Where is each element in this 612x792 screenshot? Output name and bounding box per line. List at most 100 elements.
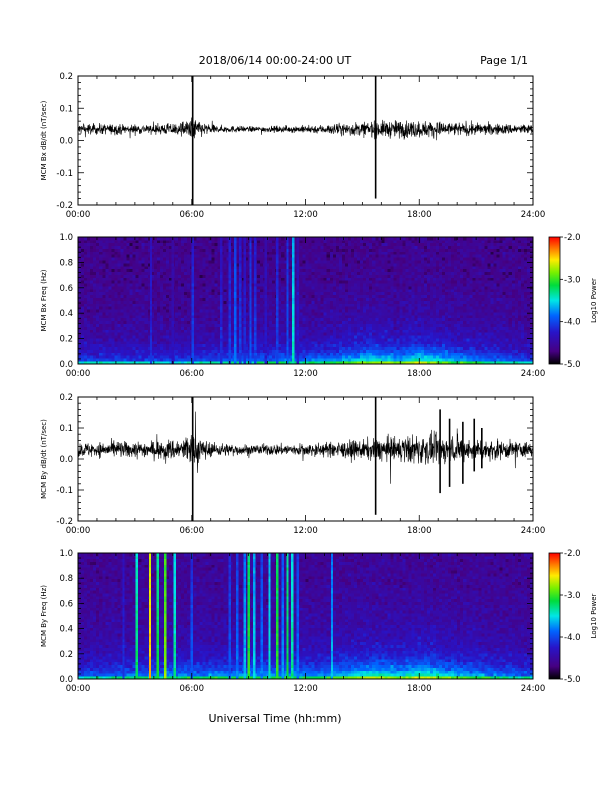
- spectrogram-cell: [229, 237, 234, 241]
- spectrogram-cell: [193, 271, 197, 275]
- spectrogram-cell: [250, 274, 255, 278]
- spectrogram-cell: [162, 303, 167, 307]
- spectrogram-cell: [81, 248, 85, 252]
- spectrogram-cell: [90, 335, 94, 339]
- spectrogram-cell: [269, 251, 273, 255]
- spectrogram-cell: [287, 265, 291, 270]
- spectrogram-cell: [344, 300, 349, 304]
- spectrogram-cell: [396, 326, 400, 330]
- spectrogram-cell: [344, 274, 349, 278]
- spectrogram-cell: [281, 349, 285, 353]
- spectrogram-cell: [378, 271, 382, 275]
- spectrogram-cell: [332, 343, 337, 348]
- spectrogram-cell: [181, 291, 185, 296]
- spectrogram-cell: [402, 343, 406, 348]
- spectrogram-cell: [178, 300, 182, 304]
- spectrogram-cell: [335, 260, 340, 264]
- spectrogram-cell: [211, 355, 215, 359]
- spectrogram-cell: [114, 312, 118, 316]
- spectrogram-cell: [214, 358, 218, 362]
- spectrogram-cell: [266, 309, 270, 313]
- spectrogram-cell: [347, 355, 352, 359]
- spectrogram-cell: [226, 332, 231, 336]
- spectrogram-cell: [153, 277, 158, 281]
- spectrogram-cell: [99, 352, 103, 356]
- spectrogram-cell: [87, 262, 91, 267]
- spectrogram-cell: [256, 332, 261, 336]
- spectrogram-cell: [165, 288, 170, 293]
- spectrogram-cell: [205, 358, 209, 362]
- spectrogram-cell: [235, 291, 240, 296]
- spectrogram-cell: [156, 343, 161, 348]
- spectrogram-cell: [369, 254, 373, 258]
- spectrogram-cell: [299, 262, 303, 267]
- spectrogram-cell: [381, 291, 385, 296]
- spectrogram-cell: [390, 326, 394, 330]
- spectrogram-cell: [302, 309, 306, 313]
- spectrogram-cell: [323, 294, 328, 299]
- spectrogram-cell: [399, 254, 403, 258]
- spectrogram-cell: [323, 248, 328, 252]
- spectrogram-cell: [314, 248, 319, 252]
- spectrogram-cell: [199, 245, 203, 249]
- spectrogram-cell: [302, 294, 306, 299]
- spectrogram-cell: [141, 291, 146, 296]
- spectrogram-cell: [165, 358, 170, 362]
- spectrogram-cell: [287, 352, 291, 356]
- spectrogram-cell: [165, 239, 170, 244]
- spectrogram-cell: [165, 314, 170, 319]
- spectrogram-cell: [317, 332, 322, 336]
- spectrogram-cell: [390, 274, 394, 278]
- spectrogram-cell: [344, 286, 349, 290]
- spectrogram-cell: [181, 288, 185, 293]
- spectrogram-cell: [129, 283, 133, 287]
- spectrogram-cell: [354, 314, 358, 319]
- spectrogram-cell: [96, 268, 100, 273]
- spectrogram-cell: [159, 262, 164, 267]
- spectrogram-cell: [99, 277, 103, 281]
- spectrogram-cell: [323, 257, 328, 261]
- spectrogram-cell: [284, 237, 288, 241]
- spectrogram-cell: [366, 288, 370, 293]
- spectrogram-cell: [278, 288, 282, 293]
- spectrogram-cell: [138, 326, 143, 330]
- spectrogram-cell: [299, 352, 303, 356]
- spectrogram-cell: [366, 358, 370, 362]
- spectrogram-cell: [96, 352, 100, 356]
- spectrogram-cell: [293, 332, 297, 336]
- spectrogram-cell: [256, 306, 261, 310]
- spectrogram-cell: [208, 245, 212, 249]
- spectrogram-cell: [87, 329, 91, 333]
- spectrogram-cell: [235, 303, 240, 307]
- spectrogram-cell: [199, 335, 203, 339]
- spectrogram-cell: [193, 280, 197, 284]
- spectrogram-cell: [269, 358, 273, 362]
- spectrogram-cell: [341, 257, 346, 261]
- spectrogram-cell: [341, 343, 346, 348]
- spectrogram-cell: [147, 309, 152, 313]
- spectrogram-cell: [211, 242, 215, 247]
- spectrogram-cell: [120, 257, 124, 261]
- spectrogram-cell: [241, 320, 246, 324]
- spectrogram-cell: [87, 251, 91, 255]
- spectrogram-cell: [144, 352, 149, 356]
- spectrogram-cell: [156, 291, 161, 296]
- spectrogram-cell: [226, 271, 231, 275]
- spectrogram-cell: [199, 312, 203, 316]
- spectrogram-cell: [214, 294, 218, 299]
- spectrogram-cell: [211, 335, 215, 339]
- spectrogram-cell: [341, 262, 346, 267]
- spectrogram-cell: [305, 306, 309, 310]
- spectrogram-cell: [205, 326, 209, 330]
- spectrogram-cell: [108, 346, 112, 350]
- spectrogram-cell: [135, 242, 140, 247]
- spectrogram-cell: [329, 303, 334, 307]
- spectrogram-cell: [335, 294, 340, 299]
- spectrogram-cell: [311, 320, 315, 324]
- spectrogram-cell: [256, 355, 261, 359]
- spectrogram-cell: [354, 323, 358, 327]
- spectrogram-cell: [278, 286, 282, 290]
- spectrogram-cell: [244, 340, 249, 345]
- spectrogram-cell: [196, 260, 200, 264]
- spectrogram-cell: [354, 312, 358, 316]
